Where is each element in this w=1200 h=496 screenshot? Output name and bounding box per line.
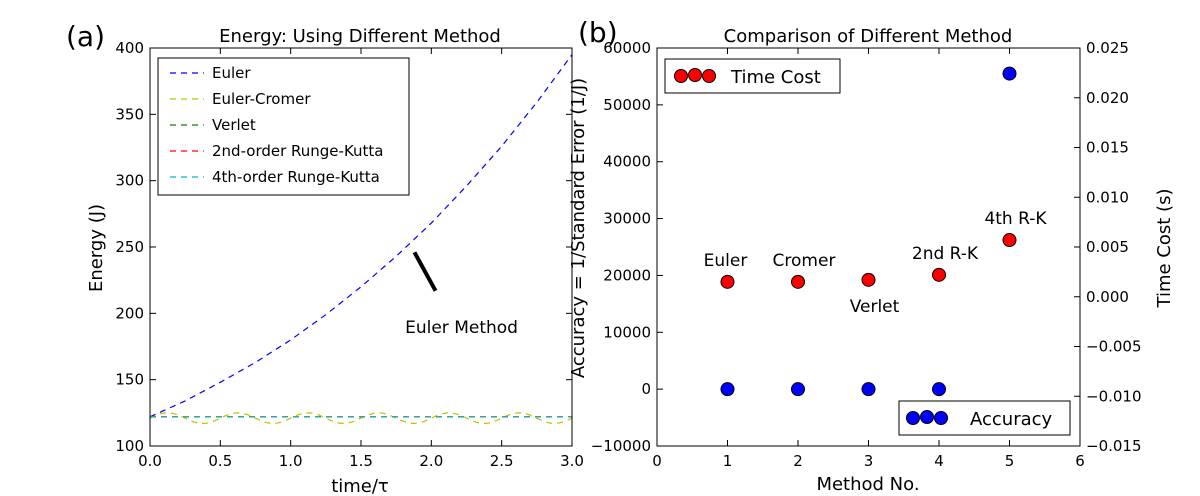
- x-tick-label: 3: [864, 452, 874, 470]
- panel-a-legend-box: [157, 57, 410, 196]
- x-tick-label: 1: [723, 452, 733, 470]
- legend-marker: [934, 411, 948, 425]
- y-tick-label: 200: [115, 304, 144, 322]
- annotation-label: Euler Method: [405, 318, 518, 338]
- annotation-arrow: [412, 251, 438, 292]
- point-label: 4th R-K: [984, 209, 1047, 229]
- time-cost-point: [1002, 233, 1017, 248]
- legend-entry: 4th-order Runge-Kutta: [212, 168, 380, 186]
- legend-marker: [674, 69, 688, 83]
- y2-tick-label: 0.005: [1086, 238, 1129, 256]
- accuracy-point: [720, 382, 735, 397]
- y2-tick-label: 0.015: [1086, 139, 1129, 157]
- panel-b-title: Comparison of Different Method: [724, 26, 1013, 47]
- time-cost-point: [932, 267, 946, 282]
- legend-entry: Euler: [212, 64, 251, 82]
- legend-entry: Euler-Cromer: [212, 90, 311, 108]
- accuracy-point: [1002, 66, 1017, 81]
- x-tick-label: 1.5: [349, 452, 373, 470]
- series-line-euler: [149, 54, 573, 418]
- y-tick-label: 0: [641, 380, 651, 398]
- y2-tick-label: −0.015: [1086, 437, 1142, 455]
- series-line-euler-cromer: [149, 412, 573, 424]
- x-tick-label: 4: [934, 452, 944, 470]
- x-tick-label: 1.0: [279, 452, 303, 470]
- y2-tick-label: 0.000: [1086, 288, 1129, 306]
- point-label: Verlet: [850, 297, 900, 317]
- x-tick-label: 2.0: [419, 452, 443, 470]
- point-label: 2nd R-K: [912, 244, 979, 264]
- y-tick-label: 100: [115, 437, 144, 455]
- legend-entry: Verlet: [212, 116, 256, 134]
- x-tick-label: 0: [652, 452, 662, 470]
- panel-b-y2label: Time Cost (s): [1154, 189, 1175, 309]
- x-tick-label: 6: [1075, 452, 1085, 470]
- x-tick-label: 2.5: [490, 452, 514, 470]
- legend-marker: [702, 69, 716, 83]
- x-tick-label: 0.5: [208, 452, 232, 470]
- legend-marker: [688, 68, 702, 82]
- panel-a-xlabel: time/τ: [331, 476, 389, 496]
- y-tick-label: 40000: [603, 153, 651, 171]
- y2-tick-label: −0.010: [1086, 387, 1142, 405]
- y-tick-label: 20000: [603, 266, 651, 284]
- y-tick-label: 150: [115, 371, 144, 389]
- y2-tick-label: 0.010: [1086, 188, 1129, 206]
- panel-b-xlabel: Method No.: [816, 474, 919, 495]
- y-tick-label: 10000: [603, 323, 651, 341]
- y2-tick-label: 0.025: [1086, 39, 1129, 57]
- x-tick-label: 5: [1005, 452, 1015, 470]
- panel-b-ylabel: Accuracy = 1/Standard Error (1/J): [568, 78, 589, 378]
- y-tick-label: 300: [115, 172, 144, 190]
- point-label: Cromer: [773, 251, 836, 271]
- accuracy-point: [932, 382, 946, 397]
- panel-b-label: (b): [578, 16, 618, 49]
- panel-a-title: Energy: Using Different Method: [219, 26, 501, 47]
- panel-a-label: (a): [66, 20, 105, 53]
- legend-marker: [906, 411, 920, 425]
- y-tick-label: −10000: [591, 437, 651, 455]
- point-label: Euler: [704, 251, 748, 271]
- time-cost-point: [861, 272, 876, 287]
- time-cost-legend-label: Time Cost: [730, 67, 821, 88]
- accuracy-point: [861, 382, 876, 397]
- y-tick-label: 350: [115, 105, 144, 123]
- y-tick-label: 30000: [603, 210, 651, 228]
- x-tick-label: 0.0: [138, 452, 162, 470]
- time-cost-point: [720, 274, 735, 289]
- time-cost-point: [791, 274, 805, 289]
- legend-entry: 2nd-order Runge-Kutta: [212, 142, 384, 160]
- y2-tick-label: −0.005: [1086, 338, 1142, 356]
- x-tick-label: 3.0: [560, 452, 584, 470]
- y-tick-label: 400: [115, 39, 144, 57]
- y2-tick-label: 0.020: [1086, 89, 1129, 107]
- legend-marker: [920, 410, 934, 424]
- x-tick-label: 2: [793, 452, 803, 470]
- y-tick-label: 60000: [603, 39, 651, 57]
- panel-a-ylabel: Energy (J): [86, 204, 107, 292]
- y-tick-label: 50000: [603, 96, 651, 114]
- accuracy-point: [791, 382, 805, 397]
- y-tick-label: 250: [115, 238, 144, 256]
- accuracy-legend-label: Accuracy: [970, 409, 1053, 430]
